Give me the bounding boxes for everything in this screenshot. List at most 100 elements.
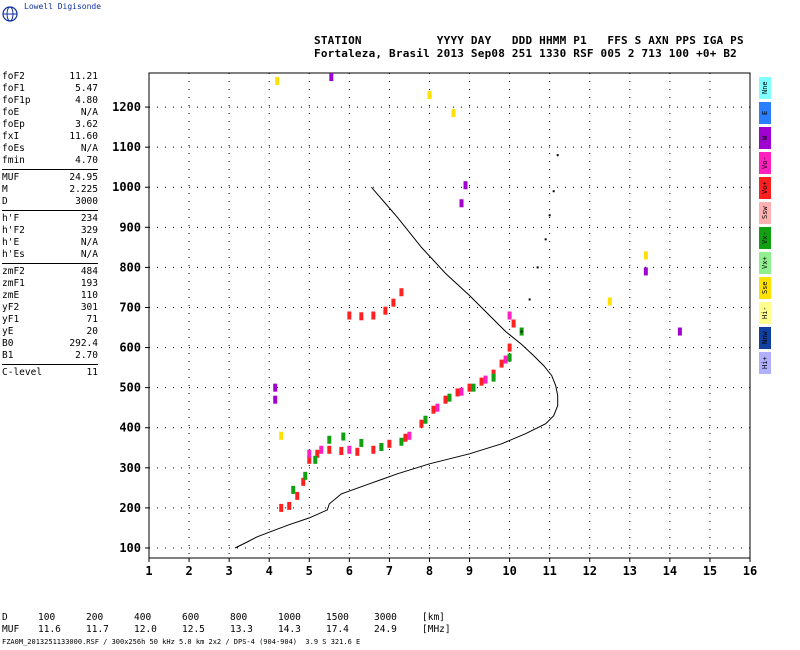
x-tick-label: 5 <box>306 564 313 578</box>
echo-point <box>329 73 334 82</box>
param-row: h'E N/A <box>2 237 98 249</box>
param-row: h'Es N/A <box>2 249 98 261</box>
echo-point <box>319 445 324 454</box>
x-tick-label: 15 <box>703 564 717 578</box>
legend-label: W <box>761 135 769 141</box>
echo-point <box>503 355 508 364</box>
param-row: B0 292.4 <box>2 338 98 350</box>
param-name: h'Es <box>2 249 25 260</box>
param-name: yF2 <box>2 302 20 313</box>
param-row: foEp 3.62 <box>2 119 98 131</box>
echo-point <box>279 431 284 440</box>
param-name: MUF <box>2 172 20 183</box>
legend-label: E <box>761 110 769 116</box>
echo-point <box>451 109 456 118</box>
param-name: yF1 <box>2 314 20 325</box>
distance-unit: [km] <box>422 612 445 623</box>
legend-label: Nne <box>761 81 769 95</box>
polarization-legend: Nne E W Vo- Vo+ Ssw Vx- Vx+ Sse Hi- Nnw Hi+ <box>759 77 771 377</box>
param-row: fmin 4.70 <box>2 155 98 167</box>
legend-label: Nnw <box>761 331 769 345</box>
param-row: D 3000 <box>2 196 98 208</box>
param-name: fxI <box>2 131 20 142</box>
param-separator <box>2 210 98 211</box>
plot-frame <box>148 72 751 559</box>
logo-text: Lowell Digisonde <box>24 2 102 11</box>
x-tick-label: 8 <box>426 564 433 578</box>
muf-value: 24.9 <box>374 624 397 635</box>
echo-point <box>327 435 332 444</box>
y-tick-label: 1200 <box>112 100 141 114</box>
x-tick-label: 6 <box>346 564 353 578</box>
echo-point <box>467 383 472 392</box>
distance-value: 1000 <box>278 612 301 623</box>
echo-point <box>291 485 296 494</box>
echo-point <box>313 455 318 464</box>
x-tick-label: 9 <box>466 564 473 578</box>
legend-label: Vx+ <box>761 256 769 270</box>
y-tick-label: 600 <box>119 341 141 355</box>
echo-point <box>279 503 284 512</box>
param-name: zmE <box>2 290 20 301</box>
distance-value: 3000 <box>374 612 397 623</box>
param-value: 484 <box>80 266 98 277</box>
muf-value: 11.6 <box>38 624 61 635</box>
distance-row: D 100 200 400 600 800 1000 1500 3000 [km] <box>2 612 451 624</box>
echo-point <box>315 449 320 458</box>
x-tick-label: 12 <box>583 564 597 578</box>
param-value: 2.225 <box>69 184 98 195</box>
param-value: 11.21 <box>69 71 98 82</box>
param-value: 234 <box>80 213 98 224</box>
param-value: N/A <box>80 107 98 118</box>
param-row: h'F2 329 <box>2 225 98 237</box>
param-row: zmF2 484 <box>2 266 98 278</box>
param-value: 329 <box>80 225 98 236</box>
y-tick-label: 1100 <box>112 140 141 154</box>
distance-value: 800 <box>230 612 248 623</box>
param-value: 4.70 <box>75 155 98 166</box>
echo-point <box>511 319 516 328</box>
param-separator <box>2 169 98 170</box>
param-row: foF2 11.21 <box>2 71 98 83</box>
muf-value: 12.5 <box>182 624 205 635</box>
legend-item: Hi- <box>759 302 771 324</box>
echo-point <box>643 267 648 276</box>
param-value: 5.47 <box>75 83 98 94</box>
echo-point <box>459 387 464 396</box>
param-name: B0 <box>2 338 14 349</box>
distance-value: 100 <box>38 612 56 623</box>
legend-label: Ssw <box>761 206 769 220</box>
param-name: yE <box>2 326 14 337</box>
legend-item: Hi+ <box>759 352 771 374</box>
echo-point <box>399 437 404 446</box>
echo-point <box>447 393 452 402</box>
echo-point <box>371 445 376 454</box>
echo-point <box>275 77 280 86</box>
legend-label: Hi+ <box>761 356 769 370</box>
echo-point <box>507 353 512 362</box>
muf-unit: [MHz] <box>422 624 451 635</box>
echo-point <box>295 491 300 500</box>
param-value: 2.70 <box>75 350 98 361</box>
param-row: fxI 11.60 <box>2 131 98 143</box>
param-value: 110 <box>80 290 98 301</box>
param-name: D <box>2 196 8 207</box>
param-row: foEs N/A <box>2 143 98 155</box>
param-name: h'E <box>2 237 20 248</box>
trace-dot <box>544 238 547 241</box>
echo-point <box>399 288 404 297</box>
y-tick-label: 800 <box>119 260 141 274</box>
echo-point <box>347 445 352 454</box>
echo-point <box>359 438 364 447</box>
param-name: fmin <box>2 155 25 166</box>
distance-value: 200 <box>86 612 104 623</box>
legend-item: Vo+ <box>759 177 771 199</box>
muf-value: 13.3 <box>230 624 253 635</box>
muf-table: D 100 200 400 600 800 1000 1500 3000 [km] MUF 1… <box>2 612 451 636</box>
echo-point <box>507 311 512 320</box>
legend-item: Vx- <box>759 227 771 249</box>
y-tick-label: 400 <box>119 421 141 435</box>
param-row: foE N/A <box>2 107 98 119</box>
trace-dot <box>528 298 531 301</box>
